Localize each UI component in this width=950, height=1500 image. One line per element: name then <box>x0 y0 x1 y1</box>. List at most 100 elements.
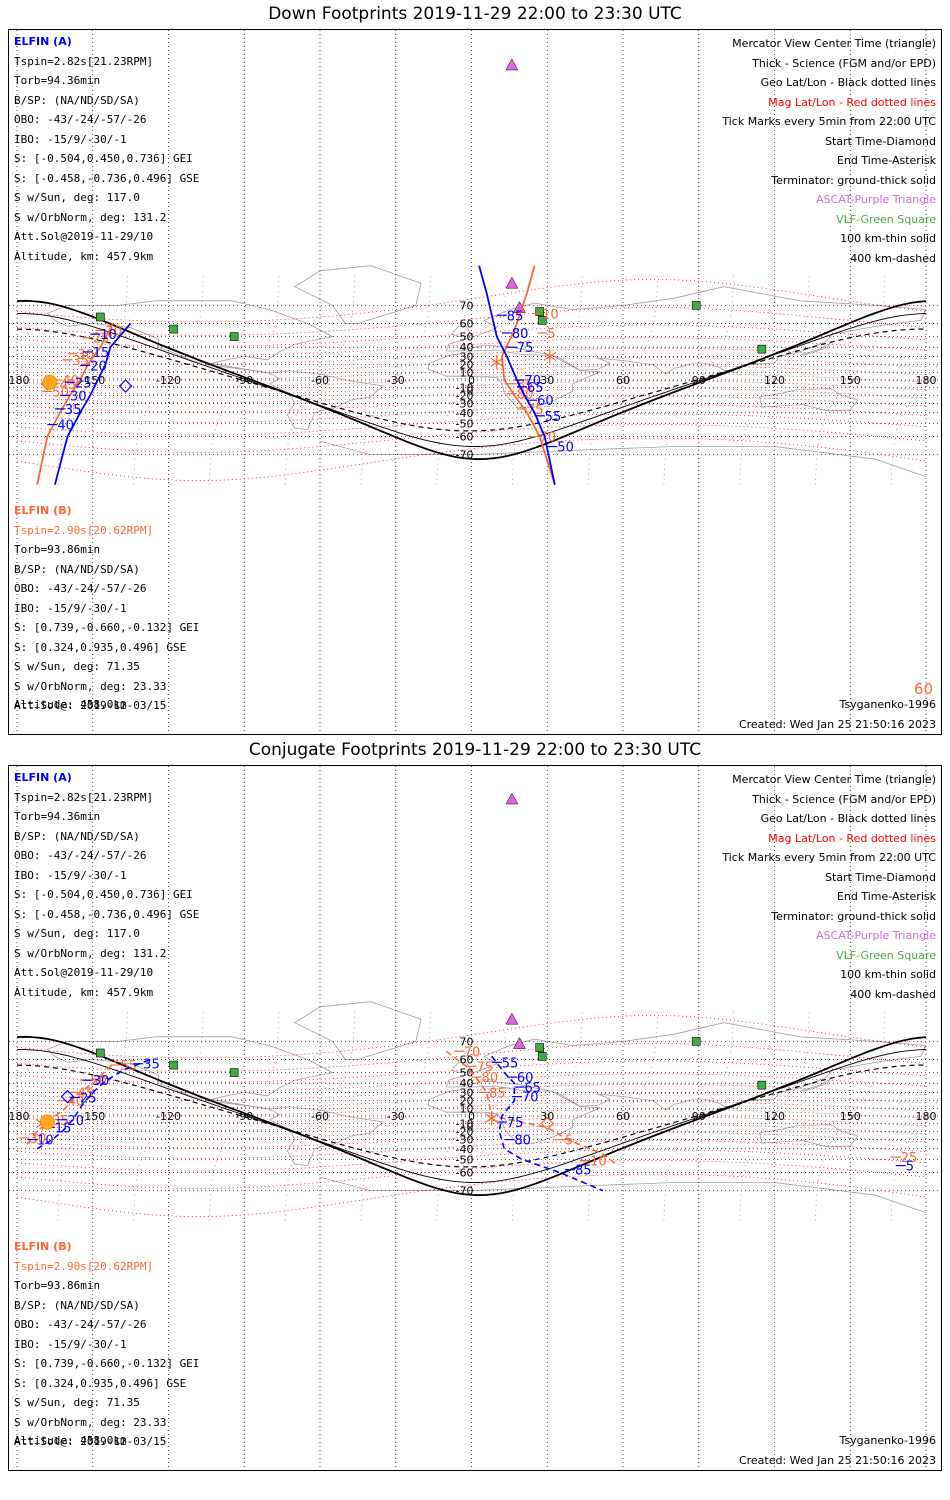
elfin-param: S w/Sun, deg: 117.0 <box>14 927 140 940</box>
elfin-param: Altitude, km: 457.9km <box>14 985 154 999</box>
elfin-info-block: ELFIN (A) Tspin=2.82s[21.23RPM] Torb=94.36… <box>14 768 199 1002</box>
terminator-ground <box>16 1035 927 1197</box>
lon-tick-label: -90 <box>235 374 253 387</box>
lat-tick-label: -40 <box>456 1143 474 1156</box>
lon-tick-label: -60 <box>311 1110 329 1123</box>
continent-outline <box>268 370 385 431</box>
axis-labels: -180-150-120-90-60-300306090120150180706… <box>9 299 937 461</box>
elfin-a-tick-label: 40 <box>57 419 74 434</box>
elfin-param: S w/OrbNorm, deg: 131.2 <box>14 946 167 960</box>
lat-tick-label: -10 <box>456 382 474 395</box>
elfin-param: OBO: -43/-24/-57/-26 <box>14 582 147 595</box>
elfin-param: B/SP: (NA/ND/SD/SA) <box>14 829 140 843</box>
elfin-a-tick-label: 15 <box>93 346 110 361</box>
elfin-a-tick-label: 10 <box>100 328 117 343</box>
vlf-square <box>535 1043 544 1052</box>
mag-parallel <box>16 1015 927 1059</box>
terminator-400km <box>16 328 926 432</box>
elfin-param: OBO: -43/-24/-57/-26 <box>14 1318 147 1331</box>
continent-outline <box>799 342 831 356</box>
lat-tick-label: -70 <box>456 1185 474 1198</box>
legend-entry: 400 km-dashed <box>850 987 936 1001</box>
elfin-param: S: [0.739,-0.660,-0.132] GEI <box>14 1357 200 1370</box>
elfin-a-tick-label: 50 <box>557 441 574 456</box>
conjugate-footprints-map: -180-150-120-90-60-300306090120150180706… <box>8 765 942 1471</box>
lon-tick-label: 150 <box>840 374 861 387</box>
map-canvas: -180-150-120-90-60-300306090120150180706… <box>9 766 941 1470</box>
elfin-info-block: ELFIN (B) Tspin=2.90s[20.62RPM] Torb=93.86… <box>14 1237 199 1452</box>
legend-entry: End Time-Asterisk <box>836 154 936 167</box>
elfin-a-tick-label: 30 <box>70 389 87 404</box>
lat-tick-label: -30 <box>456 398 474 411</box>
lat-tick-label: -50 <box>456 1153 474 1166</box>
legend-entry: ASCAT-Purple Triangle <box>816 929 936 942</box>
elfin-a-tick-label: 60 <box>537 394 554 409</box>
end-time-asterisk <box>490 355 504 370</box>
continent-outline <box>293 265 422 324</box>
elfin-param: S w/OrbNorm, deg: 23.33 <box>14 1415 167 1429</box>
view-center-triangle <box>505 792 519 805</box>
elfin-a-tick-label: 20 <box>90 359 107 374</box>
continent-outline <box>451 325 473 338</box>
elfin-head: ELFIN (B) <box>14 1240 72 1253</box>
lat-tick-label: 50 <box>460 331 474 344</box>
legend: Mercator View Center Time (triangle) Thic… <box>722 34 936 268</box>
elfin-b-tick-label: 5 <box>547 327 555 342</box>
lat-tick-label: -60 <box>456 1167 474 1180</box>
mag-grid <box>16 1015 927 1217</box>
elfin-param: S w/OrbNorm, deg: 131.2 <box>14 210 167 224</box>
terminator-100km <box>17 1049 927 1183</box>
elfin-param: OBO: -43/-24/-57/-26 <box>14 113 147 126</box>
elfin-param: IBO: -15/9/-30/-1 <box>14 1337 127 1351</box>
legend-entry: Start Time-Diamond <box>825 134 936 148</box>
ascat-triangle <box>513 1037 526 1049</box>
elfin-param: IBO: -15/9/-30/-1 <box>14 868 127 882</box>
lat-tick-label: 0 <box>467 1120 474 1133</box>
vlf-square <box>169 1060 178 1070</box>
lon-tick-label: 60 <box>616 374 630 387</box>
lat-tick-label: -30 <box>456 1134 474 1147</box>
terminator-100km <box>17 313 927 447</box>
lat-tick-label: -20 <box>456 389 474 402</box>
lon-tick-label: 30 <box>540 374 554 387</box>
elfin-a-track <box>491 1055 604 1192</box>
vlf-square <box>691 1037 701 1046</box>
lat-tick-label: 70 <box>460 1035 474 1048</box>
elfin-b-tick-label: 20 <box>105 324 122 339</box>
lon-tick-label: 150 <box>840 1110 861 1123</box>
down-footprints-map: -180-150-120-90-60-300306090120150180706… <box>8 29 942 735</box>
legend-entry: Terminator: ground-thick solid <box>771 173 936 187</box>
elfin-info-block: ELFIN (B) Tspin=2.90s[20.62RPM] Torb=93.86… <box>14 501 199 716</box>
view-center-triangle <box>505 58 519 71</box>
lat-tick-label: -10 <box>456 1118 474 1131</box>
elfin-a-tick-label: 60 <box>517 1071 534 1086</box>
continent-outline <box>445 286 927 375</box>
ascat-triangle <box>505 276 519 289</box>
elfin-b-tick-label: 45 <box>78 1086 95 1101</box>
legend-entry: Mag Lat/Lon - Red dotted lines <box>768 831 936 845</box>
elfin-b-tick-label: 55 <box>120 1059 137 1074</box>
geo-grid <box>9 766 941 1470</box>
asterisk-stroke <box>543 351 557 361</box>
elfin-param: S w/Sun, deg: 71.35 <box>14 660 140 673</box>
elfin-param: Torb=93.86min <box>14 1279 101 1292</box>
model-label: Tsyganenko-1996 <box>839 698 936 711</box>
legend-entry: 400 km-dashed <box>850 251 936 265</box>
lon-tick-label: 120 <box>764 374 785 387</box>
elfin-param: B/SP: (NA/ND/SD/SA) <box>14 1298 140 1312</box>
elfin-b-track <box>500 265 556 485</box>
elfin-a-tick-label: 55 <box>502 1056 519 1071</box>
footer-right: Tsyganenko-1996 Created: Wed Jan 25 21:50… <box>739 695 936 734</box>
legend-entry: Mercator View Center Time (triangle) <box>732 37 936 50</box>
elfin-b-tick-label: 25 <box>901 1151 918 1166</box>
mag-parallel <box>16 437 927 481</box>
created-timestamp: Created: Wed Jan 25 21:50:16 2023 <box>738 717 936 731</box>
legend-entry: Geo Lat/Lon - Black dotted lines <box>760 812 936 825</box>
continent-outline <box>47 1036 334 1110</box>
lat-tick-label: 30 <box>460 350 474 363</box>
continent-outline <box>293 1001 422 1060</box>
elfin-param: S: [0.324,0.935,0.496] GSE <box>14 1376 187 1390</box>
model-label: Tsyganenko-1996 <box>839 1434 936 1447</box>
elfin-b-tick-label: 75 <box>477 1060 494 1075</box>
elfin-param: B/SP: (NA/ND/SD/SA) <box>14 562 140 576</box>
